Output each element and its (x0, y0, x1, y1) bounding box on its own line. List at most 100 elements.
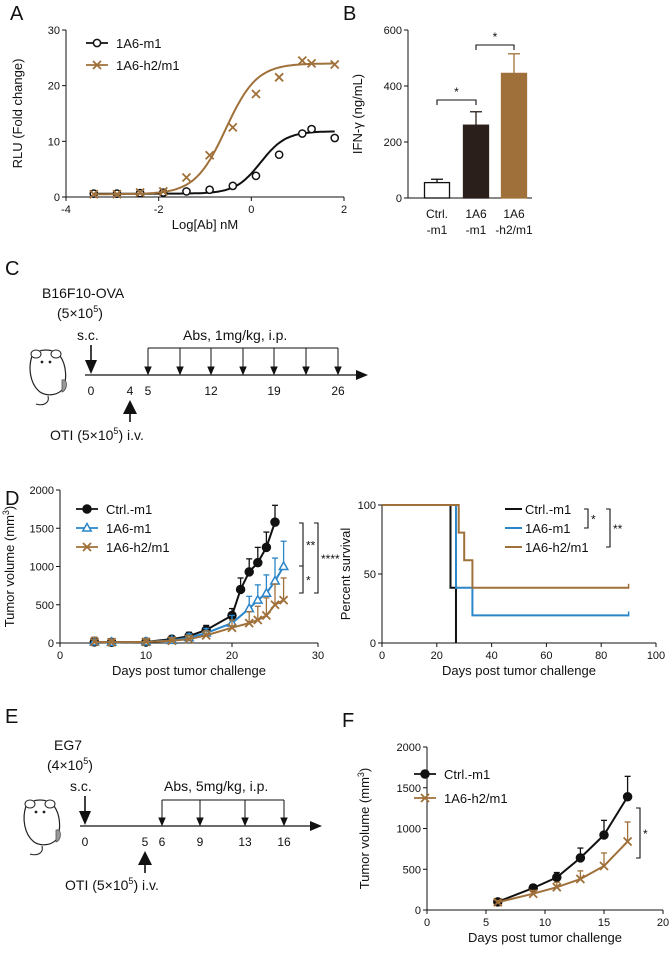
x-tick-label: 0 (57, 650, 63, 662)
x-axis-label: Log[Ab] nM (172, 217, 239, 232)
survival-curve (382, 504, 457, 643)
data-point (278, 595, 289, 605)
legend-marker (420, 769, 430, 779)
x-tick-label: 0 (379, 650, 385, 662)
x-axis-label: Days post tumor challenge (112, 663, 266, 678)
scheme-c-oti-arrow (123, 400, 137, 414)
significance-label: * (591, 513, 596, 527)
scheme-c-dose-arrows (144, 348, 342, 376)
legend-label: 1A6-m1 (106, 521, 152, 536)
chart-b-ifn-bars: 0 200 400 600 IFN-γ (ng/mL) Ctrl. -m1 1A6 -m1 1A6… (350, 25, 533, 237)
data-point (622, 836, 633, 847)
significance-label: * (306, 574, 311, 588)
data-point (252, 594, 264, 604)
y-tick-label: 400 (384, 81, 402, 93)
legend-marker (81, 521, 93, 532)
y-axis-label: Percent survival (338, 528, 353, 621)
legend-label: Ctrl.-m1 (525, 502, 571, 517)
data-point (599, 830, 609, 840)
x-tick-label: -2 (154, 204, 164, 216)
data-point (260, 587, 272, 598)
y-axis-label-text: Percent survival (338, 528, 353, 621)
scheme-c-tick-0: 0 (88, 384, 95, 398)
y-tick-label: 500 (403, 864, 421, 876)
scheme-e-timeline: EG7 (4×105) s.c. Abs, 5mg/kg, i.p. 0 5 6… (23, 737, 322, 893)
scheme-e-tick-6: 6 (159, 835, 166, 849)
x-tick-label: 0 (248, 204, 254, 216)
data-point (251, 89, 261, 99)
significance-bracket (636, 807, 641, 859)
data-point (297, 129, 307, 138)
y-tick-label: 1000 (30, 562, 54, 574)
data-point (204, 150, 215, 160)
scheme-e-route: s.c. (70, 778, 92, 794)
significance-bracket (436, 99, 477, 105)
bar (423, 181, 451, 199)
x-tick-label: 60 (540, 650, 552, 662)
significance-label: **** (321, 552, 340, 566)
x-tick-label: 30 (312, 650, 324, 662)
x-tick-label: 20 (226, 650, 238, 662)
scheme-e-tick-13: 13 (238, 835, 252, 849)
x-axis-label: Days post tumor challenge (468, 930, 622, 945)
x-tick-label: 20 (431, 650, 443, 662)
significance-bracket (584, 508, 589, 529)
x-tick-label: -4 (61, 204, 71, 216)
y-tick-label: 0 (396, 193, 402, 205)
y-axis-label-text: Tumor volume (mm (2, 515, 17, 627)
y-axis-label-text: Tumor volume (mm (357, 777, 372, 889)
data-point (552, 882, 562, 892)
series-line (497, 840, 629, 904)
legend-marker (82, 504, 92, 514)
significance-label: * (643, 827, 648, 841)
data-point (253, 615, 263, 625)
data-point (270, 517, 280, 527)
scheme-e-axis-arrowhead (310, 821, 322, 831)
significance-bracket (299, 522, 304, 567)
scheme-c-inoculation-arrow (85, 360, 97, 374)
data-point (528, 889, 538, 899)
x-category-label: Ctrl. (426, 207, 448, 221)
scheme-c-route: s.c. (77, 327, 99, 343)
legend-label: 1A6-h2/m1 (444, 791, 508, 806)
data-point (274, 150, 284, 160)
significance-bracket (475, 44, 515, 50)
legend-label: 1A6-h2/m1 (106, 540, 170, 555)
y-axis-label: RLU (Fold change) (10, 59, 25, 169)
data-point (184, 634, 194, 644)
legend-label: Ctrl.-m1 (106, 502, 152, 517)
data-point (182, 187, 191, 196)
data-point (205, 185, 214, 195)
data-point (135, 187, 145, 198)
data-point (297, 55, 307, 66)
data-point (158, 186, 168, 197)
x-tick-label: 40 (485, 650, 497, 662)
data-point (274, 72, 284, 82)
chart-d-tumor-volume: 0 500 1000 1500 2000 0 10 20 30 Days post tumor c… (1, 485, 340, 678)
y-axis-label: Tumor volume (mm3) (1, 506, 17, 628)
panel-letter-e: E (5, 706, 18, 728)
chart-f-tumor-volume: 0 500 1000 1500 2000 0 5 10 15 20 Days post tumor … (356, 742, 669, 945)
x-tick-label: 20 (657, 917, 669, 929)
x-axis-label: Days post tumor challenge (442, 663, 596, 678)
scheme-e-oti: OTI (5×105) i.v. (65, 876, 159, 893)
data-point (167, 636, 177, 646)
scheme-c-timeline: B16F10-OVA (5×105) s.c. Abs, 1mg/kg, i.p… (29, 285, 368, 443)
legend-label: 1A6-h2/m1 (116, 58, 180, 73)
data-point (89, 189, 99, 199)
x-tick-label: 0 (424, 917, 430, 929)
y-tick-label: 30 (48, 25, 60, 37)
data-point (306, 58, 317, 69)
y-tick-label: 2000 (30, 485, 54, 497)
data-point (89, 637, 100, 647)
data-point (253, 557, 263, 568)
series-line (497, 796, 629, 903)
bar (462, 124, 490, 199)
scheme-c-abs-label: Abs, 1mg/kg, i.p. (183, 327, 287, 343)
y-tick-label: 200 (384, 137, 402, 149)
y-axis-label: Tumor volume (mm3) (356, 768, 372, 890)
data-point (201, 630, 211, 640)
y-tick-label: 10 (48, 136, 60, 148)
data-point (244, 567, 254, 577)
data-point (575, 874, 586, 884)
